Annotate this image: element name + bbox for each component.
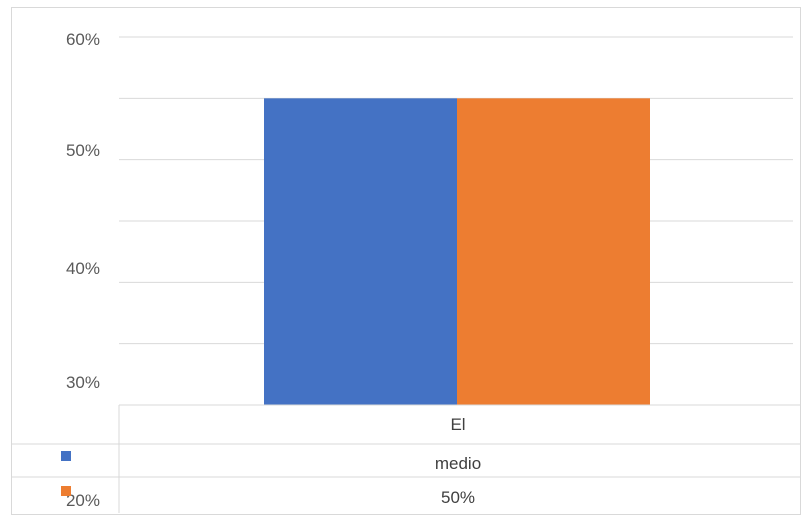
y-tick-label: 40% [66,259,100,278]
y-tick-label: 20% [66,491,100,510]
table-cell: 50% [441,488,475,507]
y-axis-ticks: 60% 50% 40% 30% 20% [66,30,100,510]
legend-key-2 [61,486,71,496]
table-cell: medio [435,454,481,473]
y-tick-label: 30% [66,373,100,392]
data-table: El medio 50% [11,404,801,513]
chart-frame [11,7,801,515]
legend-key-1 [61,451,71,461]
bars [264,98,650,405]
bar-1 [264,98,457,405]
y-tick-label: 60% [66,30,100,49]
bar-2 [457,98,650,405]
y-tick-label: 50% [66,141,100,160]
table-cell: El [450,415,465,434]
gridlines [119,36,793,345]
